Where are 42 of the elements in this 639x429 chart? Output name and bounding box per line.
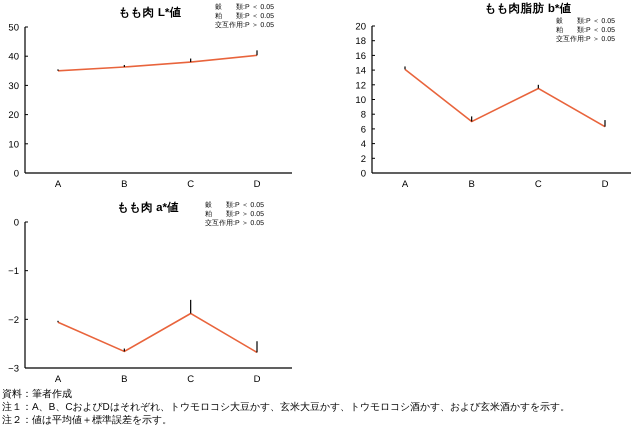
y-tick-label: 10 [8,139,19,150]
y-tick-label: −2 [8,314,19,326]
text: 注２：値は平均値＋標準誤差を示す。 [2,414,172,426]
x-tick-label: C [187,374,194,385]
y-tick-label: 50 [8,22,19,34]
x-tick-label: B [468,179,475,190]
x-tick-label: D [254,179,261,190]
y-tick-label: 20 [8,110,19,122]
y-tick-label: 14 [355,66,366,77]
y-tick-label: 2 [360,154,366,165]
y-tick-label: 8 [360,110,366,121]
y-tick-label: 18 [355,36,366,48]
line-series [57,54,258,72]
chart-title: もも肉 a*値 [116,201,180,214]
y-tick-label: 30 [8,80,19,92]
text: 注１：A、B、CおよびDはそれぞれ、トウモロコシ大豆かす、玄米大豆かす、トウモロコシ酒かす、および玄米酒かすを示す。 [2,401,570,413]
text: 資料：筆者作成 [2,388,72,400]
y-tick-label: 0 [14,168,19,180]
x-tick-label: B [121,179,128,190]
y-tick-label: 0 [14,218,19,228]
x-tick-label: D [602,179,609,190]
chart-title: もも肉 L*値 [118,6,182,19]
x-tick-label: A [402,179,409,190]
y-tick-label: 40 [8,52,19,63]
y-tick-label: 6 [360,124,366,136]
chart-title: もも肉脂肪 b*値 [484,1,572,15]
x-tick-label: C [534,179,542,190]
x-tick-label: A [54,179,62,190]
y-tick-label: 12 [355,80,366,92]
x-tick-label: B [121,374,128,385]
y-tick-label: 4 [360,139,366,150]
line-series [57,312,258,354]
y-tick-label: −3 [8,364,19,374]
y-tick-label: 10 [355,95,366,106]
y-tick-label: 20 [355,22,366,32]
y-tick-label: 0 [360,168,366,180]
x-tick-label: D [254,374,261,385]
y-tick-label: 16 [355,50,366,62]
line-series [404,68,606,128]
x-tick-label: C [187,179,194,190]
x-tick-label: A [54,374,62,385]
y-tick-label: −1 [8,266,19,278]
